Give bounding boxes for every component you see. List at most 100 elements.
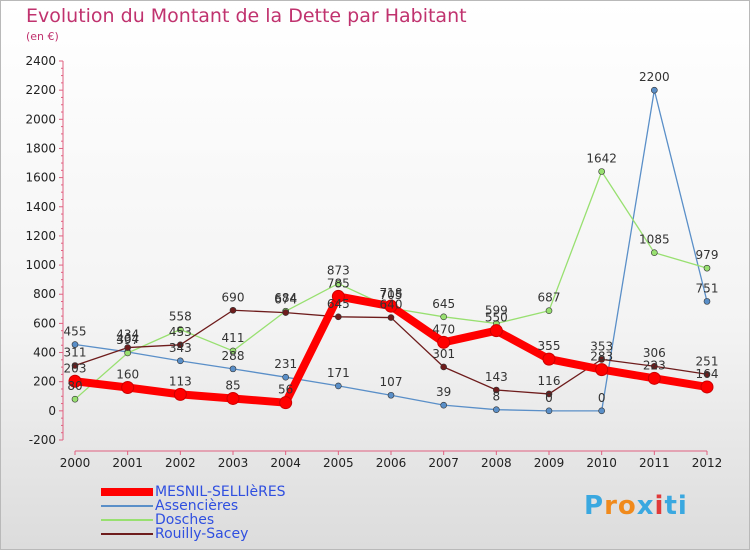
data-label: 404	[116, 332, 139, 346]
data-label: 1085	[639, 233, 670, 247]
data-label: 640	[380, 298, 403, 312]
data-label: 251	[696, 354, 719, 368]
data-label: 301	[432, 347, 455, 361]
data-label: 684	[274, 291, 297, 305]
data-point	[387, 391, 395, 399]
data-point	[651, 249, 658, 256]
data-point	[703, 264, 711, 272]
y-tick-label: 1600	[25, 171, 56, 185]
data-label: 785	[327, 276, 350, 290]
data-label: 979	[696, 248, 719, 262]
data-label: 353	[590, 339, 613, 353]
data-point	[545, 307, 553, 315]
y-tick-label: 2200	[25, 83, 56, 97]
proxiti-logo: Proxiti	[584, 491, 688, 521]
legend-swatch	[101, 488, 153, 496]
x-tick-label: 2005	[323, 456, 354, 470]
legend-item: Assencières	[101, 498, 286, 514]
data-point	[173, 387, 187, 401]
data-point	[331, 289, 345, 303]
legend-swatch	[101, 519, 153, 521]
x-tick-label: 2008	[481, 456, 512, 470]
data-label: 343	[169, 341, 192, 355]
data-point	[651, 86, 658, 94]
logo-letter: x	[636, 491, 655, 521]
data-label: 283	[590, 350, 613, 364]
x-tick-label: 2009	[534, 456, 565, 470]
data-point	[598, 407, 605, 415]
x-tick-label: 2007	[428, 456, 459, 470]
data-label: 455	[64, 325, 87, 339]
y-tick-label: 1200	[25, 229, 56, 243]
y-tick-label: 1400	[25, 200, 56, 214]
data-label: 39	[436, 385, 451, 399]
data-point	[703, 298, 711, 305]
data-label: 116	[538, 374, 561, 388]
data-label: 306	[643, 346, 666, 360]
data-point	[542, 352, 556, 366]
data-label: 0	[545, 391, 553, 405]
data-label: 311	[64, 346, 87, 360]
data-label: 687	[538, 291, 561, 305]
data-label: 160	[116, 368, 139, 382]
logo-letter: t	[664, 491, 678, 521]
data-label: 2200	[639, 70, 670, 84]
logo-letter: P	[584, 491, 605, 521]
y-tick-label: 1800	[25, 141, 56, 155]
data-label: 434	[116, 328, 139, 342]
logo-letter: i	[654, 491, 665, 521]
data-label: 288	[222, 349, 245, 363]
data-label: 143	[485, 370, 508, 384]
data-point	[440, 401, 447, 409]
data-point	[493, 406, 500, 413]
data-label: 107	[380, 375, 403, 389]
data-label: 355	[538, 339, 561, 353]
data-label: 873	[327, 264, 350, 278]
data-point	[121, 381, 135, 395]
data-point	[647, 371, 661, 385]
logo-letter: i	[677, 491, 688, 521]
data-point	[335, 280, 342, 287]
data-point	[335, 382, 342, 390]
data-label: 705	[380, 288, 403, 302]
x-tick-label: 2012	[692, 456, 723, 470]
data-point	[282, 309, 289, 316]
data-point	[700, 380, 714, 394]
legend-item: Rouilly-Sacey	[101, 526, 286, 542]
data-point	[71, 362, 79, 369]
data-point	[545, 390, 553, 398]
legend-label: MESNIL-SELLIèRES	[155, 484, 286, 500]
data-point	[229, 306, 237, 314]
chart-subtitle: (en €)	[26, 30, 59, 43]
x-tick-label: 2011	[639, 456, 670, 470]
data-label: 690	[222, 290, 245, 304]
data-point	[71, 395, 79, 403]
y-tick-label: 1000	[25, 258, 56, 272]
data-label: 470	[432, 322, 455, 336]
data-label: 80	[67, 379, 82, 393]
data-point	[598, 168, 605, 175]
data-label: 411	[222, 331, 245, 345]
legend-label: Assencières	[155, 498, 239, 514]
data-label: 397	[116, 333, 139, 347]
data-point	[68, 374, 82, 388]
legend-label: Dosches	[155, 512, 215, 528]
data-label: 453	[169, 325, 192, 339]
data-label: 645	[327, 297, 350, 311]
data-point	[282, 373, 289, 381]
chart-title: Evolution du Montant de la Dette par Hab…	[26, 5, 467, 27]
y-tick-label: 2400	[25, 54, 56, 68]
data-point	[177, 326, 184, 333]
y-tick-label: 400	[33, 346, 56, 360]
y-tick-label: 600	[33, 316, 56, 330]
y-tick-label: -200	[29, 433, 56, 447]
data-point	[545, 407, 553, 415]
data-point	[177, 357, 184, 365]
data-label: 0	[598, 391, 606, 405]
data-point	[595, 363, 609, 377]
data-label: 231	[274, 357, 297, 371]
data-label: 223	[643, 358, 666, 372]
data-label: 203	[64, 361, 87, 375]
